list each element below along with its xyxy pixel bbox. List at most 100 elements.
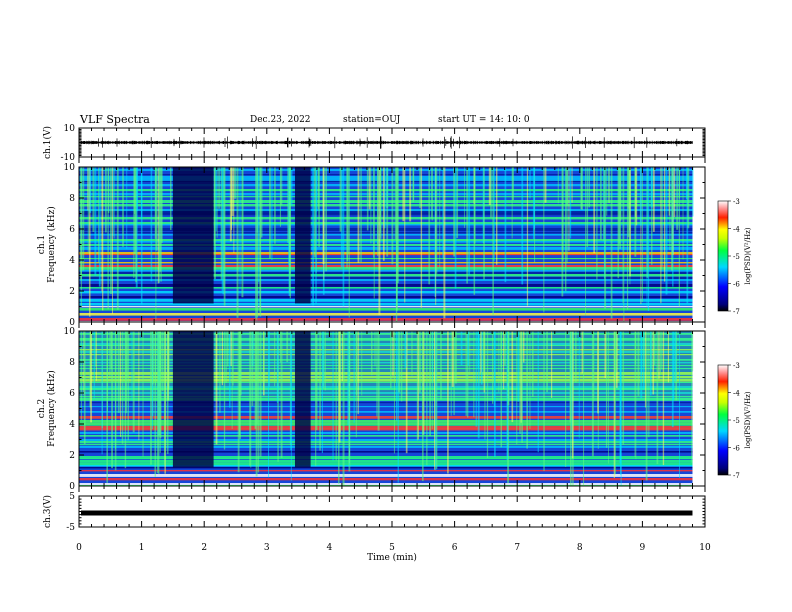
s2-band <box>79 483 693 486</box>
s1-streak <box>672 167 674 287</box>
s2-streak <box>138 331 140 441</box>
s1-streak <box>234 167 237 199</box>
s2-streak <box>221 331 224 386</box>
s1-streak <box>431 167 433 219</box>
s2-band <box>79 354 693 356</box>
s2-streak <box>447 331 449 474</box>
s1-streak <box>610 167 613 319</box>
s2-streak <box>645 331 648 481</box>
s1-streak <box>134 167 136 214</box>
s2-streak <box>656 331 659 465</box>
s2-band <box>79 345 693 347</box>
s1-streak <box>626 167 629 310</box>
s1-streak <box>279 167 282 227</box>
s1-streak <box>113 167 115 239</box>
s2-streak <box>131 331 133 401</box>
x-tick-label: 7 <box>514 543 520 553</box>
s2-streak <box>90 331 93 423</box>
s1-heatmap <box>79 167 694 323</box>
s1-streak <box>652 167 655 232</box>
s1-streak <box>647 167 650 311</box>
s1-streak <box>161 167 163 243</box>
s2-streak <box>95 331 96 367</box>
s2-streak <box>361 331 363 396</box>
s2-streak <box>376 331 378 417</box>
s2-streak <box>232 331 234 386</box>
s1-band <box>79 284 693 287</box>
s2-band <box>79 458 693 460</box>
s1-streak <box>315 167 317 304</box>
s1-streak <box>136 167 138 212</box>
s2-streak <box>398 331 401 393</box>
s2-streak <box>519 331 521 435</box>
s2-streak <box>374 331 376 367</box>
s1-streak <box>223 167 225 289</box>
s2-streak <box>357 331 359 415</box>
s2-streak <box>582 331 585 486</box>
s2-streak <box>392 331 394 376</box>
s1-streak <box>443 167 446 319</box>
s2-band <box>79 420 693 423</box>
s1-streak <box>571 167 573 203</box>
x-tick-label: 9 <box>640 543 646 553</box>
s2-streak <box>691 331 693 463</box>
w3-ytick-label: 5 <box>69 492 75 502</box>
s1-streak <box>608 167 610 203</box>
s1-band <box>79 254 693 256</box>
s2-streak <box>132 331 135 433</box>
s1-band <box>79 291 693 294</box>
s1-streak <box>402 167 405 222</box>
s2-band <box>79 411 693 413</box>
s1-streak <box>488 167 491 206</box>
s1-streak <box>580 167 583 210</box>
s1-band <box>79 270 693 272</box>
s2-streak <box>156 331 159 474</box>
s2-streak <box>484 331 486 440</box>
w1-ytick-label: 10 <box>64 124 76 134</box>
s2-streak <box>263 331 265 390</box>
s1-streak <box>82 167 85 271</box>
s2-band <box>79 349 693 351</box>
s1-band <box>79 247 693 250</box>
s2-streak <box>453 331 455 416</box>
s2-band <box>79 362 693 364</box>
s1-band <box>79 224 693 226</box>
s2-streak <box>347 331 350 426</box>
s2-streak <box>268 331 271 388</box>
s2-streak <box>679 331 681 478</box>
x-tick-label: 8 <box>577 543 583 553</box>
s2-ytick-label: 4 <box>69 420 75 430</box>
s1-colorbar-tick-label: -5 <box>733 253 740 261</box>
s2-streak <box>503 331 505 390</box>
s1-streak <box>466 167 468 284</box>
s1-streak <box>122 167 124 247</box>
s1-streak <box>157 167 159 284</box>
s1-band <box>79 176 693 179</box>
s2-band <box>79 351 693 353</box>
s1-streak <box>159 167 162 272</box>
s1-band <box>79 174 693 176</box>
s2-streak <box>315 331 318 431</box>
s2-streak <box>395 331 398 421</box>
s2-streak <box>531 331 534 397</box>
s1-streak <box>215 167 217 231</box>
s2-streak <box>516 331 518 445</box>
s1-streak <box>322 167 325 265</box>
s2-streak <box>450 331 452 416</box>
s1-channel-label: ch.1 <box>37 235 47 254</box>
s1-streak <box>586 167 589 248</box>
s1-streak <box>619 167 622 221</box>
s2-streak <box>578 331 580 439</box>
s1-streak <box>373 167 375 299</box>
s2-streak <box>254 331 257 429</box>
s1-streak <box>346 167 349 262</box>
s2-streak <box>142 331 144 457</box>
s1-streak <box>111 167 114 315</box>
s1-streak <box>108 167 110 213</box>
s2-streak <box>511 331 514 423</box>
s1-streak <box>543 167 545 313</box>
s2-streak <box>227 331 229 367</box>
s1-colorbar-tick-label: -7 <box>733 308 740 316</box>
s1-streak <box>671 167 673 271</box>
s2-streak <box>338 331 341 443</box>
